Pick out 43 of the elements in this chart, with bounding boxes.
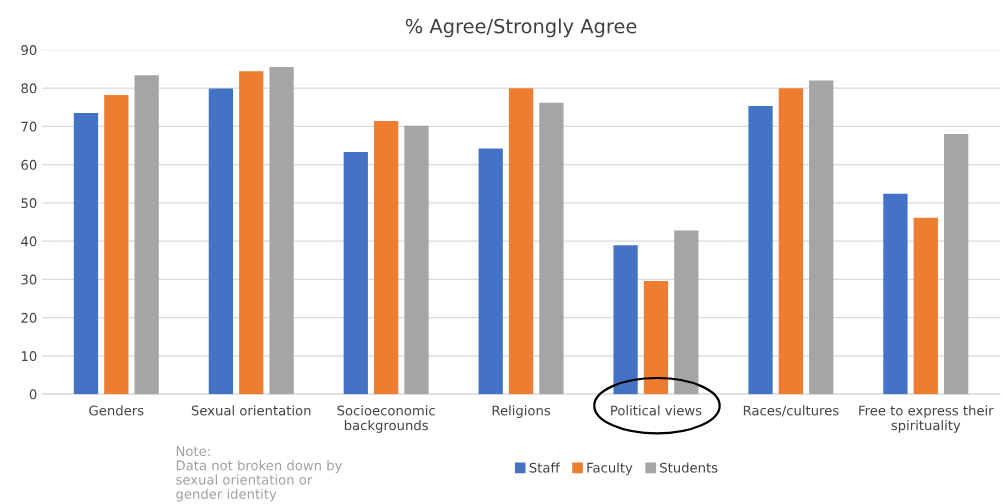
y-tick-label: 90 [21, 45, 37, 56]
bar [809, 80, 834, 395]
bar [134, 75, 159, 395]
y-tick-label: 0 [29, 389, 37, 400]
y-tick-label: 40 [21, 236, 37, 247]
x-tick-label: Political views [611, 405, 702, 416]
x-tick-label: Races/cultures [743, 405, 839, 417]
y-tick-label: 80 [21, 83, 37, 94]
x-tick-label: Socioeconomic backgrounds [337, 405, 435, 433]
y-tick-label: 70 [21, 121, 37, 132]
y-tick-label: 20 [21, 312, 37, 323]
bar [613, 245, 638, 395]
bar [674, 230, 699, 395]
chart-title: % Agree/Strongly Agree [405, 18, 637, 38]
bar [104, 95, 129, 395]
bar [404, 125, 429, 395]
y-tick-label: 60 [21, 159, 37, 170]
bar [508, 88, 534, 395]
bar [643, 280, 669, 395]
x-tick-label: Genders [89, 405, 144, 416]
bar [944, 134, 969, 395]
legend-label: Staff [529, 462, 560, 473]
x-tick-label: Religions [492, 405, 551, 419]
bar [748, 106, 773, 395]
bar [539, 102, 564, 395]
y-tick-label: 50 [21, 198, 37, 209]
bar [778, 88, 804, 395]
bar [883, 193, 908, 395]
bar [73, 113, 99, 395]
y-tick-label: 10 [21, 351, 37, 362]
text: Note: Data not broken down by sexual orientation or gender identity [176, 446, 343, 502]
x-tick-label: Free to express their spirituality [859, 405, 994, 433]
bar [374, 121, 399, 395]
legend-label: Students [660, 462, 718, 473]
bar [239, 71, 264, 395]
x-tick-label: Sexual orientation [191, 405, 311, 416]
legend-label: Faculty [587, 462, 633, 476]
bar [269, 67, 294, 395]
bar [478, 148, 503, 395]
bar [913, 217, 938, 395]
bar [208, 88, 234, 395]
y-tick-label: 30 [21, 274, 37, 285]
bar [343, 152, 368, 395]
